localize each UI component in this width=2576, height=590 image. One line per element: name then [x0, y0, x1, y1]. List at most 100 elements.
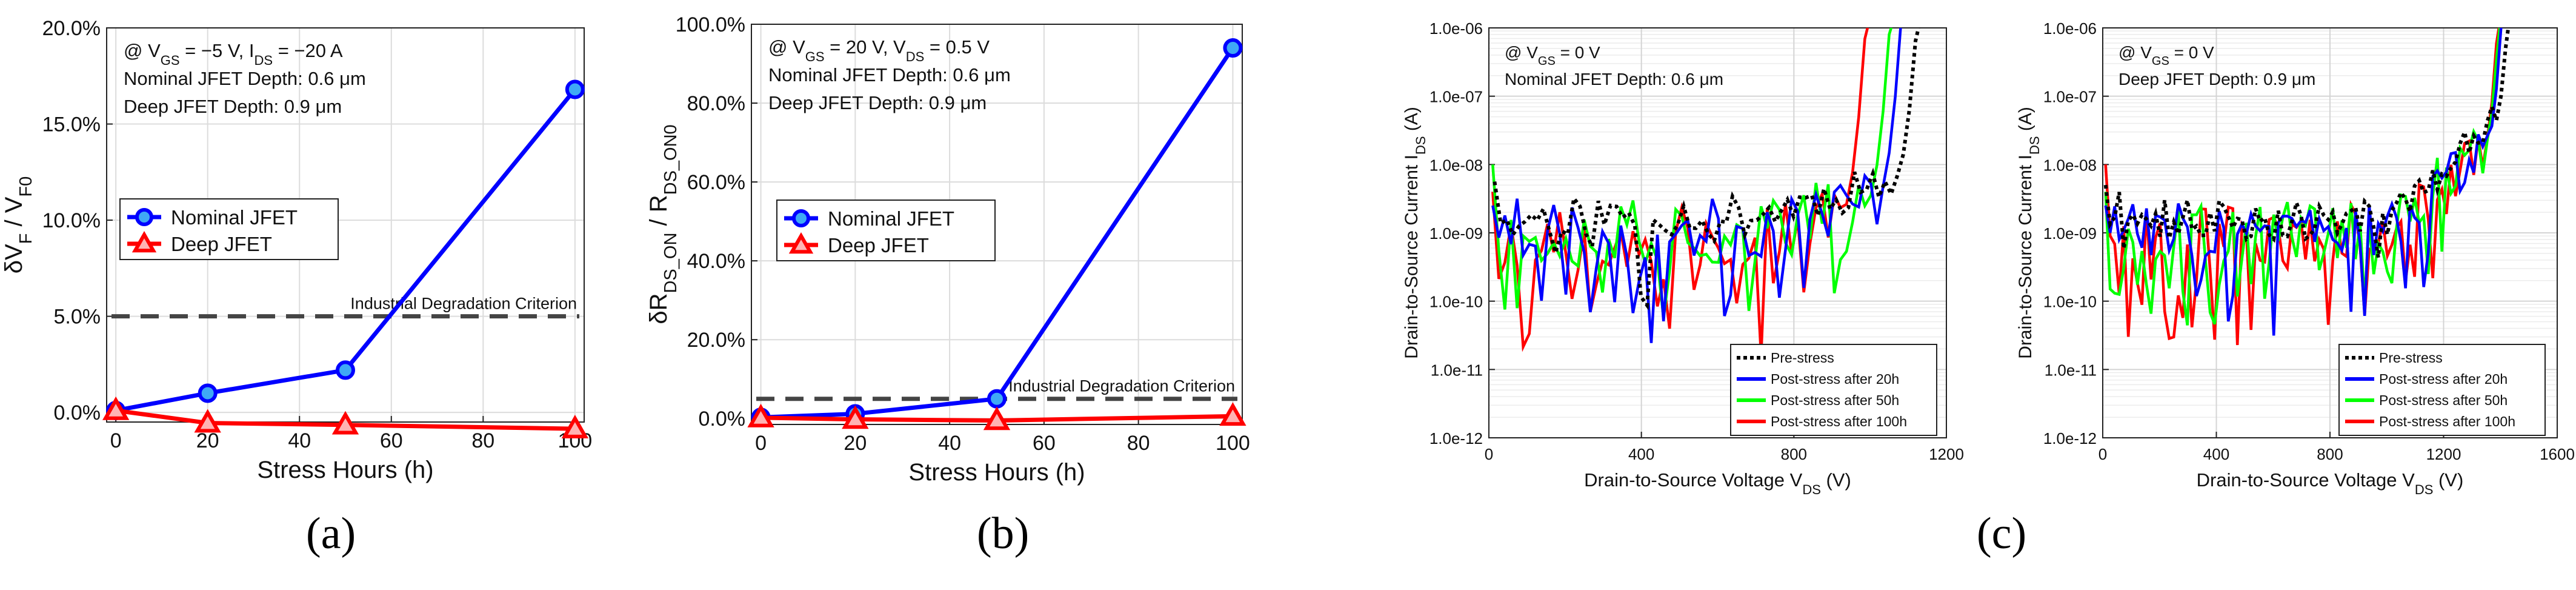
- x-tick-label: 60: [1033, 432, 1056, 455]
- y-tick-label: 1.0e-08: [2043, 156, 2097, 174]
- series-line-0: [1493, 28, 1921, 310]
- data-point-deep: [1219, 402, 1246, 426]
- y-tick-label: 1.0e-06: [1429, 19, 1483, 38]
- plot-area: 1.0e-12 1.0e-11 1.0e-10 1.0e-09 1.0e-08 1.0e-…: [1402, 19, 1964, 497]
- data-point-deep: [983, 406, 1011, 431]
- x-tick-label: 20: [844, 432, 867, 455]
- data-point-nominal: [565, 79, 585, 99]
- annotation-line: Deep JFET Depth: 0.9 μm: [768, 92, 987, 113]
- y-axis-label: Drain-to-Source Current IDS (A): [1402, 107, 1428, 359]
- y-axis-label: Drain-to-Source Current IDS (A): [2015, 107, 2042, 359]
- annotation-line: @ VGS = 20 V, VDS = 0.5 V: [768, 36, 990, 64]
- data-point-deep: [194, 409, 221, 433]
- data-point-nominal: [198, 383, 218, 403]
- annotation-line: Deep JFET Depth: 0.9 μm: [124, 96, 342, 117]
- criterion-label: Industrial Degradation Criterion: [1008, 377, 1235, 395]
- legend-label: Nominal JFET: [171, 206, 298, 229]
- y-tick-label: 60.0%: [687, 171, 745, 194]
- panel-letter-c: (c): [1977, 509, 2027, 558]
- x-axis-label: Drain-to-Source Voltage VDS (V): [2197, 469, 2464, 497]
- y-tick-label: 1.0e-07: [2043, 88, 2097, 106]
- panel-letter-b: (b): [977, 509, 1030, 558]
- series-line: [115, 408, 575, 431]
- legend-box: [119, 198, 339, 260]
- legend-label: Nominal JFET: [828, 207, 954, 230]
- legend-label: Pre-stress: [1771, 350, 1834, 366]
- y-tick-label: 1.0e-10: [2043, 293, 2097, 311]
- x-tick-label: 60: [380, 429, 403, 452]
- x-tick-label: 40: [938, 432, 961, 455]
- plot-area: 0.0%5.0%10.0%15.0%20.0%0 20 40 60 80 100Stres…: [1, 17, 592, 483]
- chart-c1: 1.0e-12 1.0e-11 1.0e-10 1.0e-09 1.0e-08 1.0e-…: [1402, 19, 1964, 497]
- series-line: [760, 414, 1233, 423]
- annotation-line: @ VGS = 0 V: [2118, 43, 2214, 68]
- series-line-1: [2104, 28, 2503, 336]
- y-tick-label: 0.0%: [54, 401, 101, 424]
- x-axis-label: Stress Hours (h): [908, 459, 1085, 486]
- data-point-nominal: [1223, 38, 1243, 58]
- x-axis-label: Drain-to-Source Voltage VDS (V): [1584, 469, 1851, 497]
- panel-letter-a: (a): [306, 509, 356, 558]
- legend-label: Post-stress after 50h: [2379, 392, 2508, 408]
- criterion-label: Industrial Degradation Criterion: [350, 295, 577, 313]
- series-line-0: [2103, 28, 2511, 258]
- y-tick-label: 80.0%: [687, 92, 745, 115]
- y-tick-label: 1.0e-09: [1429, 224, 1483, 243]
- y-tick-label: 100.0%: [676, 13, 745, 36]
- y-tick-label: 1.0e-12: [2043, 429, 2097, 448]
- x-tick-label: 400: [1628, 445, 1654, 463]
- series-line: [115, 88, 577, 413]
- chart-a: 0.0%5.0%10.0%15.0%20.0%0 20 40 60 80 100Stres…: [1, 17, 592, 483]
- annotation-line: @ VGS = 0 V: [1505, 43, 1600, 68]
- x-tick-label: 80: [1127, 432, 1150, 455]
- legend-marker: [788, 232, 814, 254]
- x-tick-label: 1200: [1929, 445, 1964, 463]
- y-tick-label: 1.0e-09: [2043, 224, 2097, 243]
- annotation-line: @ VGS = −5 V, IDS = −20 A: [124, 40, 343, 68]
- series-group: [1491, 28, 1921, 357]
- legend-label: Post-stress after 20h: [1771, 371, 1899, 387]
- y-tick-label: 1.0e-11: [2045, 361, 2097, 379]
- y-tick-label: 1.0e-06: [2043, 19, 2097, 38]
- y-axis-label-group: Drain-to-Source Current IDS (A): [1402, 107, 1428, 359]
- x-tick-label: 20: [196, 429, 219, 452]
- chart-c2: 1.0e-12 1.0e-11 1.0e-10 1.0e-09 1.0e-08 1.0e-…: [2015, 19, 2575, 497]
- x-tick-label: 0: [2098, 445, 2107, 463]
- legend-label: Post-stress after 20h: [2379, 371, 2508, 387]
- x-tick-label: 40: [288, 429, 311, 452]
- x-axis-label: Stress Hours (h): [257, 457, 433, 483]
- x-tick-label: 80: [471, 429, 494, 452]
- y-tick-label: 1.0e-10: [1429, 293, 1483, 311]
- legend-label: Post-stress after 100h: [2379, 414, 2515, 429]
- y-tick-label: 5.0%: [54, 306, 101, 329]
- x-tick-label: 1200: [2426, 445, 2461, 463]
- data-point-deep: [331, 411, 359, 435]
- y-tick-label: 15.0%: [42, 113, 101, 136]
- legend-marker: [792, 209, 810, 227]
- plot-area: 0.0% 20.0% 40.0% 60.0% 80.0% 100.0% 0 20 40 60 80 1…: [645, 13, 1250, 486]
- x-tick-label: 0: [755, 432, 767, 455]
- series-line: [760, 47, 1235, 420]
- x-tick-label: 0: [110, 429, 122, 452]
- y-axis-label-group: δRDS_ON / RDS_ON0: [645, 124, 681, 324]
- y-tick-label: 1.0e-07: [1429, 88, 1483, 106]
- annotation-line: Deep JFET Depth: 0.9 μm: [2118, 70, 2315, 89]
- y-tick-label: 40.0%: [687, 250, 745, 273]
- annotation-line: Nominal JFET Depth: 0.6 μm: [1505, 70, 1723, 89]
- y-axis-label-group: Drain-to-Source Current IDS (A): [2015, 107, 2042, 359]
- y-tick-label: 1.0e-11: [1431, 361, 1483, 379]
- annotation-line: Nominal JFET Depth: 0.6 μm: [124, 68, 366, 89]
- y-tick-label: 1.0e-08: [1429, 156, 1483, 174]
- y-axis-label: δRDS_ON / RDS_ON0: [645, 124, 681, 324]
- annotation-line: Nominal JFET Depth: 0.6 μm: [768, 64, 1011, 85]
- legend-label: Pre-stress: [2379, 350, 2443, 366]
- y-tick-label: 10.0%: [42, 209, 101, 232]
- legend-label: Post-stress after 50h: [1771, 392, 1899, 408]
- data-point-deep: [102, 396, 130, 420]
- y-tick-label: 20.0%: [687, 329, 745, 352]
- data-point-deep: [842, 405, 869, 429]
- plot-area: 1.0e-12 1.0e-11 1.0e-10 1.0e-09 1.0e-08 1.0e-…: [2015, 19, 2575, 497]
- legend-marker: [135, 208, 153, 226]
- y-axis-label-group: δVF / VF0: [1, 176, 36, 274]
